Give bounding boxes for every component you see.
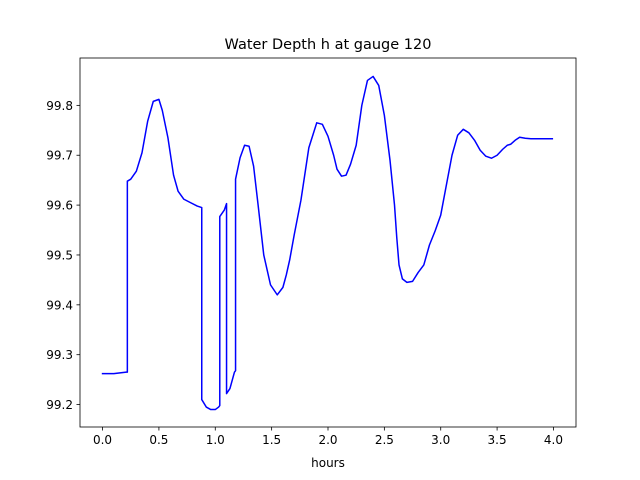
x-tick-label: 3.0 — [431, 433, 450, 447]
x-tick-label: 0.5 — [149, 433, 168, 447]
x-tick-label: 4.0 — [544, 433, 563, 447]
x-tick-label: 2.0 — [318, 433, 337, 447]
plot-area: 0.0 0.5 1.0 1.5 2.0 2.5 3.0 3.5 4.0 99.2 99.3 99.4 9… — [46, 57, 577, 447]
y-tick-label: 99.5 — [46, 248, 73, 262]
y-tick-label: 99.3 — [46, 348, 73, 362]
chart-title: Water Depth h at gauge 120 — [225, 37, 432, 53]
x-tick-label: 3.5 — [488, 433, 507, 447]
x-axis-label: hours — [311, 456, 345, 470]
y-tick-label: 99.7 — [46, 149, 73, 163]
y-tick-label: 99.6 — [46, 199, 73, 213]
x-tick-label: 0.0 — [93, 433, 112, 447]
y-tick-label: 99.8 — [46, 99, 73, 113]
y-tick-label: 99.2 — [46, 398, 73, 412]
y-tick-label: 99.4 — [46, 298, 73, 312]
x-tick-label: 1.0 — [206, 433, 225, 447]
x-tick-label: 2.5 — [375, 433, 394, 447]
x-tick-label: 1.5 — [262, 433, 281, 447]
series-line-1 — [101, 75, 554, 411]
